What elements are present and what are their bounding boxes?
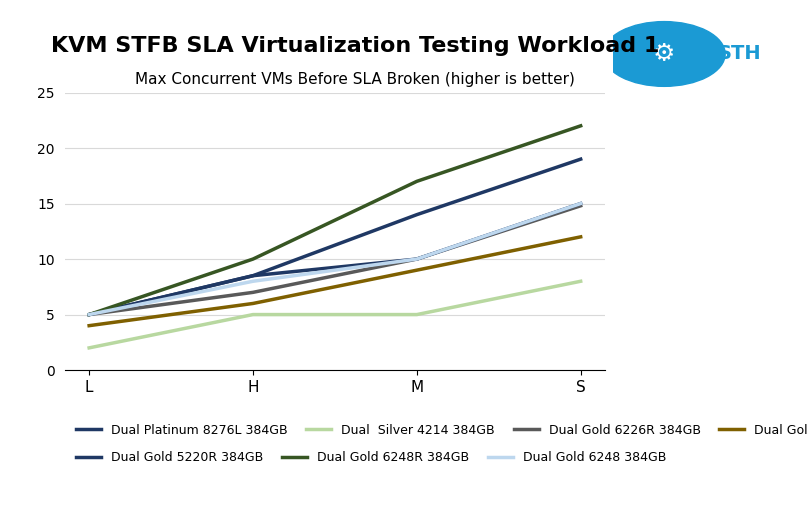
Circle shape [603,22,725,86]
Text: Max Concurrent VMs Before SLA Broken (higher is better): Max Concurrent VMs Before SLA Broken (hi… [135,72,575,87]
Text: KVM STFB SLA Virtualization Testing Workload 1: KVM STFB SLA Virtualization Testing Work… [51,36,659,56]
Text: ⚙: ⚙ [653,42,675,66]
Legend: Dual Gold 5220R 384GB, Dual Gold 6248R 384GB, Dual Gold 6248 384GB: Dual Gold 5220R 384GB, Dual Gold 6248R 3… [71,446,671,469]
Text: STH: STH [718,45,762,63]
